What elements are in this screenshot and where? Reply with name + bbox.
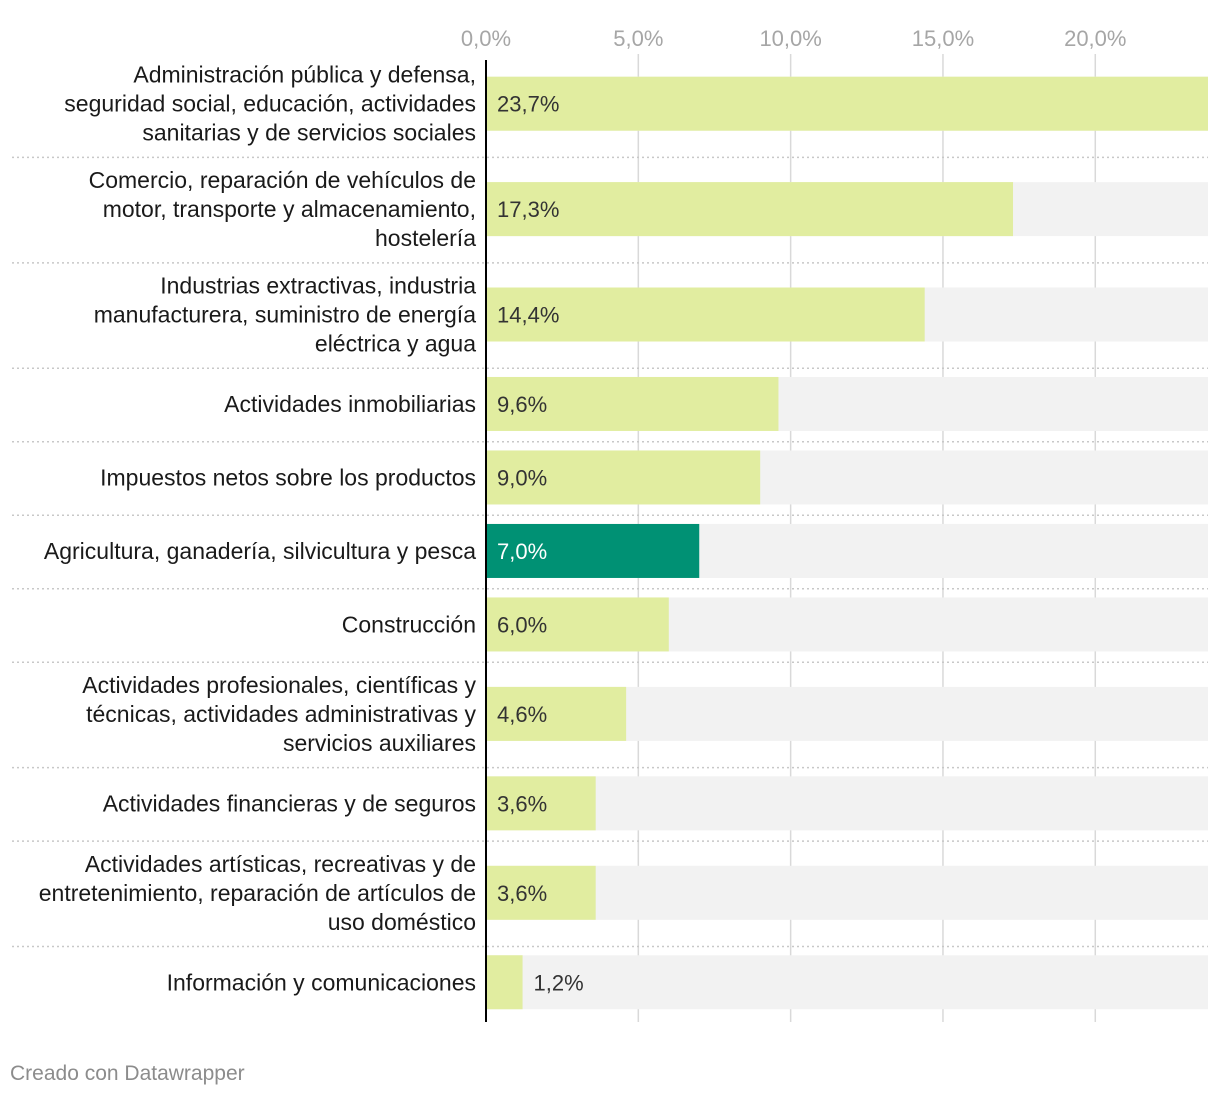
category-label-line: seguridad social, educación, actividades <box>64 91 476 117</box>
bar-value-label: 6,0% <box>497 612 547 637</box>
bar-value-label: 4,6% <box>497 702 547 727</box>
category-label-line: uso doméstico <box>328 909 476 935</box>
category-label: Industrias extractivas, industria manufac… <box>94 273 476 357</box>
bar <box>486 955 523 1010</box>
category-label-line: Industrias extractivas, industria <box>160 273 476 299</box>
bar <box>486 776 596 831</box>
category-label-line: Actividades inmobiliarias <box>224 391 476 417</box>
category-label-line: manufacturera, suministro de energía <box>94 302 476 328</box>
category-label-line: entretenimiento, reparación de artículos… <box>39 880 476 906</box>
category-label: Actividades profesionales, científicas y… <box>82 672 476 756</box>
category-label: Comercio, reparación de vehículos de moto… <box>89 167 477 251</box>
category-label-line: Impuestos netos sobre los productos <box>100 464 476 490</box>
bar <box>486 450 761 505</box>
bar <box>486 76 1208 131</box>
x-tick-label: 5,0% <box>613 26 663 51</box>
bar-track <box>486 865 1208 920</box>
category-label-line: eléctrica y agua <box>315 331 476 357</box>
category-label: Impuestos netos sobre los productos <box>100 464 476 490</box>
category-label-line: Información y comunicaciones <box>167 969 476 995</box>
category-label: Información y comunicaciones <box>167 969 476 995</box>
category-label-line: sanitarias y de servicios sociales <box>142 120 476 146</box>
category-label-line: servicios auxiliares <box>283 730 476 756</box>
category-label-line: Actividades profesionales, científicas y <box>82 672 476 698</box>
category-label-line: Agricultura, ganadería, silvicultura y p… <box>44 538 476 564</box>
category-label-line: Construcción <box>342 611 476 637</box>
category-label: Construcción <box>342 611 476 637</box>
category-label: Actividades artísticas, recreativas y de… <box>39 851 476 935</box>
bar-value-label: 23,7% <box>497 92 559 117</box>
bar-value-label: 3,6% <box>497 881 547 906</box>
category-label-line: técnicas, actividades administrativas y <box>86 701 476 727</box>
category-label: Actividades inmobiliarias <box>224 391 476 417</box>
category-label-line: Comercio, reparación de vehículos de <box>89 167 476 193</box>
bar-value-label: 17,3% <box>497 197 559 222</box>
bar-value-label: 7,0% <box>497 539 547 564</box>
x-tick-label: 10,0% <box>759 26 821 51</box>
bar-value-label: 9,6% <box>497 392 547 417</box>
bar-value-label: 3,6% <box>497 791 547 816</box>
bar-highlight <box>486 523 700 578</box>
bar <box>486 376 779 431</box>
bar <box>486 865 596 920</box>
bar-value-label: 14,4% <box>497 303 559 328</box>
bar-chart: 0,0% 5,0% 10,0% 15,0% 20,0% 23,7% Administrac… <box>12 26 1208 1022</box>
bar <box>486 182 1014 237</box>
bar <box>486 686 627 741</box>
category-label-line: Actividades artísticas, recreativas y de <box>85 851 476 877</box>
bar-value-label: 1,2% <box>534 970 584 995</box>
bar <box>486 597 669 652</box>
x-tick-label: 0,0% <box>461 26 511 51</box>
bar-rows: 23,7% Administración pública y defensa, se… <box>12 62 1208 1010</box>
category-label-line: hostelería <box>375 225 476 251</box>
category-label-line: Administración pública y defensa, <box>133 62 476 88</box>
category-label-line: Actividades financieras y de seguros <box>103 790 476 816</box>
category-label: Agricultura, ganadería, silvicultura y p… <box>44 538 476 564</box>
bar-value-label: 9,0% <box>497 465 547 490</box>
bar-track <box>486 955 1208 1010</box>
category-label-line: motor, transporte y almacenamiento, <box>103 196 476 222</box>
bar-track <box>486 776 1208 831</box>
x-tick-label: 20,0% <box>1064 26 1126 51</box>
category-label: Actividades financieras y de seguros <box>103 790 476 816</box>
x-axis-ticks: 0,0% 5,0% 10,0% 15,0% 20,0% <box>461 26 1127 51</box>
credit-text: Creado con Datawrapper <box>10 1062 245 1085</box>
bar <box>486 287 925 342</box>
category-label: Administración pública y defensa, segurid… <box>64 62 476 146</box>
x-tick-label: 15,0% <box>912 26 974 51</box>
